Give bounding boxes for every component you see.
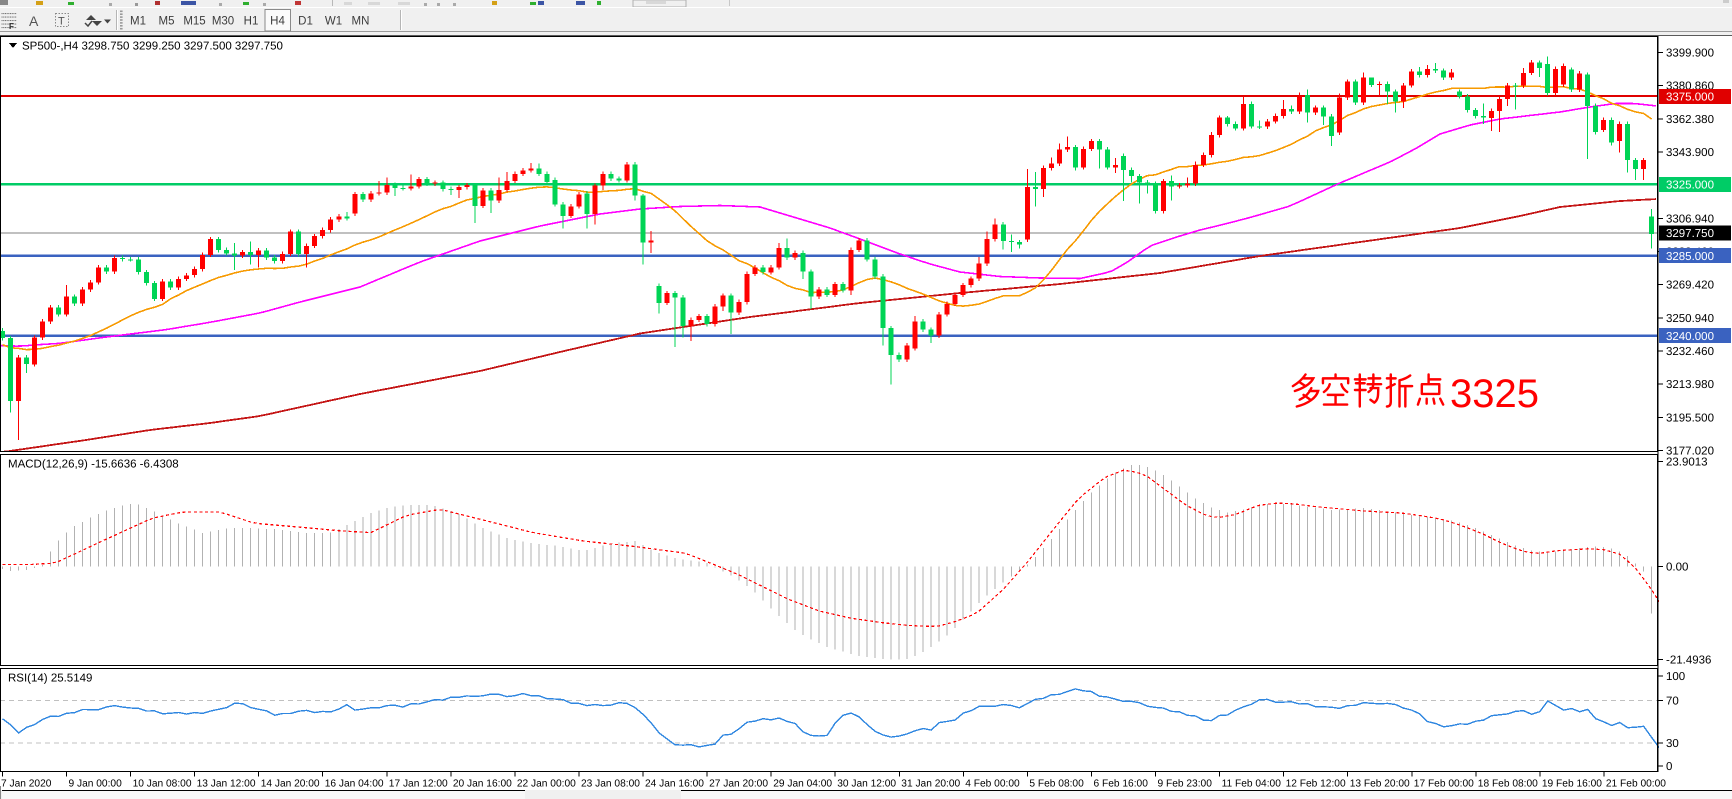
svg-text:3240.000: 3240.000 (1666, 331, 1714, 343)
svg-text:3269.420: 3269.420 (1666, 280, 1714, 292)
svg-text:27 Jan 20:00: 27 Jan 20:00 (709, 779, 768, 790)
svg-text:M30: M30 (212, 16, 234, 28)
svg-text:7 Jan 2020: 7 Jan 2020 (1, 779, 52, 790)
svg-text:17 Feb 00:00: 17 Feb 00:00 (1414, 779, 1474, 790)
svg-text:70: 70 (1666, 696, 1679, 708)
svg-text:9 Jan 00:00: 9 Jan 00:00 (69, 779, 123, 790)
svg-text:3325.000: 3325.000 (1666, 180, 1714, 192)
svg-text:21 Feb 00:00: 21 Feb 00:00 (1606, 779, 1666, 790)
svg-text:20 Jan 16:00: 20 Jan 16:00 (453, 779, 512, 790)
svg-text:9 Feb 23:00: 9 Feb 23:00 (1158, 779, 1213, 790)
svg-text:31 Jan 20:00: 31 Jan 20:00 (901, 779, 960, 790)
svg-text:3213.980: 3213.980 (1666, 379, 1714, 391)
svg-text:13 Feb 20:00: 13 Feb 20:00 (1350, 779, 1410, 790)
svg-text:H4: H4 (270, 16, 285, 28)
svg-text:M5: M5 (159, 16, 175, 28)
svg-text:10 Jan 08:00: 10 Jan 08:00 (133, 779, 192, 790)
svg-text:3399.900: 3399.900 (1666, 47, 1714, 59)
svg-text:-21.4936: -21.4936 (1666, 655, 1711, 667)
svg-text:5 Feb 08:00: 5 Feb 08:00 (1029, 779, 1084, 790)
svg-text:W1: W1 (325, 16, 342, 28)
svg-text:3285.000: 3285.000 (1666, 251, 1714, 263)
svg-text:0: 0 (1666, 761, 1672, 773)
svg-text:D1: D1 (298, 16, 313, 28)
svg-text:11 Feb 04:00: 11 Feb 04:00 (1222, 779, 1282, 790)
svg-text:MN: MN (352, 16, 370, 28)
svg-text:3195.500: 3195.500 (1666, 412, 1714, 424)
svg-text:14 Jan 20:00: 14 Jan 20:00 (261, 779, 320, 790)
svg-text:3297.750: 3297.750 (1666, 228, 1714, 240)
svg-text:MACD(12,26,9) -15.6636 -6.4308: MACD(12,26,9) -15.6636 -6.4308 (8, 459, 179, 471)
svg-text:RSI(14) 25.5149: RSI(14) 25.5149 (8, 673, 92, 685)
svg-text:3232.460: 3232.460 (1666, 346, 1714, 358)
svg-text:29 Jan 04:00: 29 Jan 04:00 (773, 779, 832, 790)
svg-text:13 Jan 12:00: 13 Jan 12:00 (197, 779, 256, 790)
svg-text:30 Jan 12:00: 30 Jan 12:00 (837, 779, 896, 790)
svg-text:23 Jan 08:00: 23 Jan 08:00 (581, 779, 640, 790)
svg-text:F: F (9, 22, 14, 31)
svg-text:100: 100 (1666, 671, 1685, 683)
svg-text:T: T (58, 16, 65, 28)
svg-text:SP500-,H4 3298.750 3299.250 3: SP500-,H4 3298.750 3299.250 3297.500 329… (22, 41, 283, 53)
svg-text:H1: H1 (244, 16, 259, 28)
svg-text:17 Jan 12:00: 17 Jan 12:00 (389, 779, 448, 790)
svg-text:3325: 3325 (1450, 372, 1539, 416)
svg-text:4 Feb 00:00: 4 Feb 00:00 (965, 779, 1020, 790)
svg-text:18 Feb 08:00: 18 Feb 08:00 (1478, 779, 1538, 790)
svg-text:3177.020: 3177.020 (1666, 446, 1714, 458)
svg-text:22 Jan 00:00: 22 Jan 00:00 (517, 779, 576, 790)
svg-text:0.00: 0.00 (1666, 561, 1688, 573)
svg-text:3250.940: 3250.940 (1666, 313, 1714, 325)
svg-text:16 Jan 04:00: 16 Jan 04:00 (325, 779, 384, 790)
svg-text:M1: M1 (130, 16, 146, 28)
svg-text:12 Feb 12:00: 12 Feb 12:00 (1286, 779, 1346, 790)
svg-text:6 Feb 16:00: 6 Feb 16:00 (1094, 779, 1149, 790)
svg-text:3343.900: 3343.900 (1666, 147, 1714, 159)
svg-text:3306.940: 3306.940 (1666, 213, 1714, 225)
svg-text:3375.000: 3375.000 (1666, 92, 1714, 104)
svg-text:3362.380: 3362.380 (1666, 114, 1714, 126)
svg-text:24 Jan 16:00: 24 Jan 16:00 (645, 779, 704, 790)
svg-text:M15: M15 (183, 16, 205, 28)
svg-text:19 Feb 16:00: 19 Feb 16:00 (1542, 779, 1602, 790)
svg-text:23.9013: 23.9013 (1666, 457, 1708, 469)
svg-text:A: A (29, 13, 39, 29)
svg-text:30: 30 (1666, 738, 1679, 750)
